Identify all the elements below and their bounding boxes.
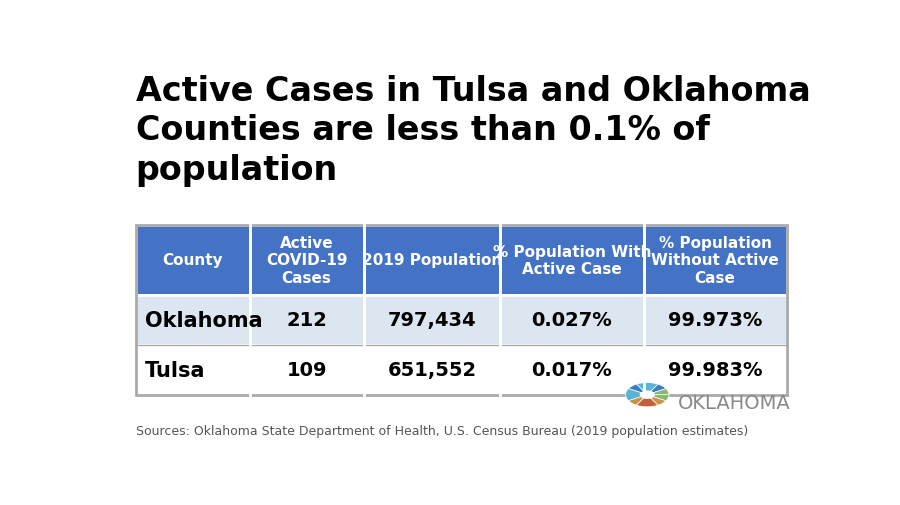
FancyBboxPatch shape bbox=[500, 226, 644, 295]
Wedge shape bbox=[647, 395, 666, 406]
Text: 651,552: 651,552 bbox=[387, 361, 476, 379]
Text: County: County bbox=[162, 253, 223, 268]
Text: OKLAHOMA: OKLAHOMA bbox=[679, 393, 791, 412]
FancyBboxPatch shape bbox=[364, 226, 500, 295]
Text: Active Cases in Tulsa and Oklahoma
Counties are less than 0.1% of
population: Active Cases in Tulsa and Oklahoma Count… bbox=[136, 74, 811, 186]
FancyBboxPatch shape bbox=[136, 345, 249, 395]
Text: % Population
Without Active
Case: % Population Without Active Case bbox=[652, 235, 779, 285]
Text: 99.983%: 99.983% bbox=[668, 361, 762, 379]
Text: 0.017%: 0.017% bbox=[532, 361, 612, 379]
Text: % Population With
Active Case: % Population With Active Case bbox=[492, 244, 652, 277]
FancyBboxPatch shape bbox=[364, 345, 500, 395]
FancyBboxPatch shape bbox=[136, 295, 249, 345]
Text: 99.973%: 99.973% bbox=[668, 311, 762, 329]
Wedge shape bbox=[628, 395, 647, 406]
Wedge shape bbox=[628, 384, 647, 395]
Text: 2019 Population: 2019 Population bbox=[362, 253, 502, 268]
Text: 0.027%: 0.027% bbox=[532, 311, 612, 329]
FancyBboxPatch shape bbox=[644, 345, 787, 395]
Text: Tulsa: Tulsa bbox=[145, 360, 205, 380]
FancyBboxPatch shape bbox=[644, 295, 787, 345]
FancyBboxPatch shape bbox=[136, 226, 249, 295]
Wedge shape bbox=[626, 389, 647, 401]
Text: 212: 212 bbox=[286, 311, 327, 329]
Wedge shape bbox=[647, 384, 666, 395]
Text: Sources: Oklahoma State Department of Health, U.S. Census Bureau (2019 populatio: Sources: Oklahoma State Department of He… bbox=[136, 424, 748, 437]
FancyBboxPatch shape bbox=[500, 295, 644, 345]
Wedge shape bbox=[636, 395, 658, 407]
FancyBboxPatch shape bbox=[644, 226, 787, 295]
Circle shape bbox=[640, 391, 655, 399]
Text: Oklahoma: Oklahoma bbox=[145, 310, 263, 330]
FancyBboxPatch shape bbox=[364, 295, 500, 345]
FancyBboxPatch shape bbox=[500, 345, 644, 395]
Text: 109: 109 bbox=[286, 361, 327, 379]
FancyBboxPatch shape bbox=[249, 295, 364, 345]
FancyBboxPatch shape bbox=[249, 345, 364, 395]
Wedge shape bbox=[647, 389, 669, 395]
Wedge shape bbox=[636, 383, 658, 395]
Wedge shape bbox=[647, 395, 669, 401]
Text: Active
COVID-19
Cases: Active COVID-19 Cases bbox=[266, 235, 347, 285]
FancyBboxPatch shape bbox=[249, 226, 364, 295]
Text: 797,434: 797,434 bbox=[388, 311, 476, 329]
